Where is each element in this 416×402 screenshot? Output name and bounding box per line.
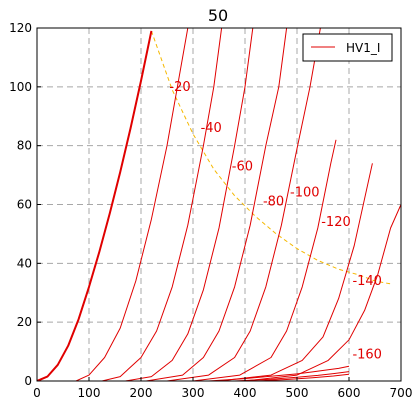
y-tick-label: 0 (24, 374, 32, 388)
series-curve-4 (146, 28, 288, 381)
axis-ticks: 0 100 200 300 400 500 600 700 0 20 40 60 80 100 120 (9, 21, 412, 400)
legend: HV1_I (302, 33, 393, 62)
x-tick-label: 700 (390, 386, 413, 400)
curve-label-4: -100 (290, 186, 320, 201)
x-tick-label: 600 (338, 386, 361, 400)
series-curve-9 (208, 365, 350, 381)
series-curve-5 (166, 28, 321, 381)
series-layer (37, 28, 401, 381)
curve-label-7: -160 (352, 348, 382, 363)
curve-label-2: -60 (232, 159, 253, 174)
x-tick-label: 100 (78, 386, 101, 400)
series-curve-11 (255, 373, 350, 381)
series-curve-8 (244, 204, 401, 381)
series-curve-0 (37, 30, 153, 381)
y-tick-label: 100 (9, 80, 32, 94)
curve-label-6: -140 (352, 274, 382, 289)
y-tick-label: 80 (17, 139, 32, 153)
series-curve-6 (192, 139, 337, 381)
x-tick-label: 200 (130, 386, 153, 400)
x-tick-label: 0 (33, 386, 41, 400)
curve-label-0: -20 (169, 80, 190, 95)
curve-label-3: -80 (263, 195, 284, 210)
x-tick-label: 300 (182, 386, 205, 400)
x-tick-label: 500 (286, 386, 309, 400)
series-curve-3 (125, 28, 254, 381)
load-line-layer (150, 30, 391, 285)
x-tick-label: 400 (234, 386, 257, 400)
y-tick-label: 120 (9, 21, 32, 35)
y-tick-label: 40 (17, 256, 32, 270)
series-curve-10 (234, 371, 350, 381)
curve-label-5: -120 (321, 215, 351, 230)
curve-label-1: -40 (201, 121, 222, 136)
series-curve-1 (75, 28, 189, 381)
series-curve-2 (101, 28, 223, 381)
chart-title: 50 (208, 6, 228, 25)
y-tick-label: 60 (17, 198, 32, 212)
grid (37, 28, 401, 381)
legend-label: HV1_I (346, 41, 380, 55)
load-line (150, 30, 391, 285)
curve-label-layer: -20 -40 -60 -80 -100-120 -140 -160 (169, 80, 382, 363)
y-tick-label: 20 (17, 315, 32, 329)
series-curve-7 (218, 163, 373, 381)
